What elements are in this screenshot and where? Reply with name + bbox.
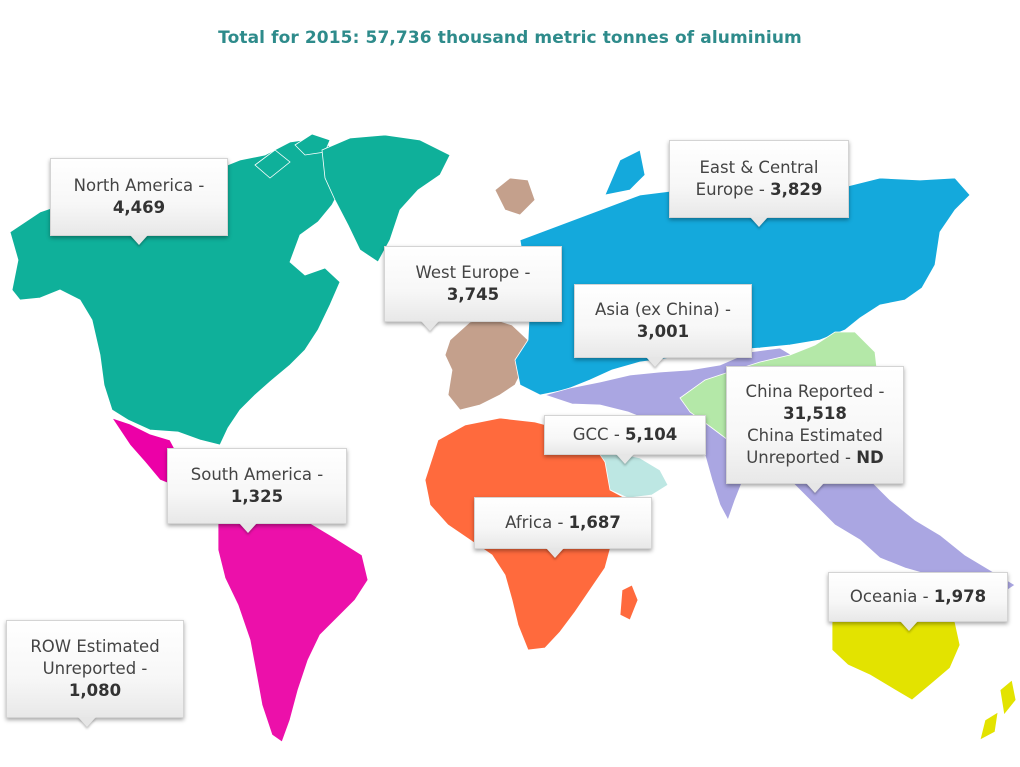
south-america-value: 1,325 [230,487,284,506]
callout-africa[interactable]: Africa - 1,687 [474,497,652,549]
callout-north-america[interactable]: North America - 4,469 [50,158,228,236]
callout-gcc[interactable]: GCC - 5,104 [544,415,706,455]
region-oceania[interactable] [831,605,1017,741]
china-estimated-line-2: Unreported - ND [746,447,884,469]
region-greenland [321,134,451,263]
row-label-2: Unreported - [42,659,148,678]
africa-line: Africa - 1,687 [505,512,621,534]
callout-west-europe[interactable]: West Europe - 3,745 [384,246,562,322]
callout-east-central-europe[interactable]: East & Central Europe - 3,829 [669,140,849,218]
west-europe-value: 3,745 [446,285,500,304]
region-south-america[interactable] [217,504,369,743]
china-reported-label: China Reported - [745,382,885,401]
south-america-label: South America - [190,465,324,484]
east-central-europe-value: 3,829 [770,180,823,199]
east-central-europe-label-1: East & Central [699,158,819,177]
gcc-label: GCC - [572,425,620,444]
callout-oceania[interactable]: Oceania - 1,978 [828,572,1008,622]
gcc-line: GCC - 5,104 [573,424,677,446]
china-estimated-label-1: China Estimated [747,426,883,445]
row-label-1: ROW Estimated [30,637,160,656]
oceania-line: Oceania - 1,978 [850,586,986,608]
callout-asia-ex-china[interactable]: Asia (ex China) - 3,001 [574,284,752,358]
callout-south-america[interactable]: South America - 1,325 [167,448,347,524]
china-reported-value: 31,518 [783,404,847,423]
callout-row[interactable]: ROW Estimated Unreported - 1,080 [6,620,184,718]
north-america-value: 4,469 [112,198,166,217]
east-central-europe-label-2: Europe - [695,180,765,199]
map-title: Total for 2015: 57,736 thousand metric t… [218,28,802,48]
asia-ex-china-value: 3,001 [636,322,690,341]
asia-ex-china-label: Asia (ex China) - [595,300,731,319]
africa-label: Africa - [505,513,564,532]
oceania-label: Oceania - [849,587,929,606]
africa-value: 1,687 [568,513,621,532]
north-america-label: North America - [73,176,205,195]
gcc-value: 5,104 [625,425,678,444]
china-estimated-label-2: Unreported - [746,448,851,467]
china-estimated-value: ND [856,448,884,467]
east-central-europe-line-2: Europe - 3,829 [696,179,823,201]
oceania-value: 1,978 [933,587,987,606]
row-value: 1,080 [68,681,122,700]
west-europe-label: West Europe - [415,263,531,282]
callout-china[interactable]: China Reported - 31,518 China Estimated … [726,366,904,484]
